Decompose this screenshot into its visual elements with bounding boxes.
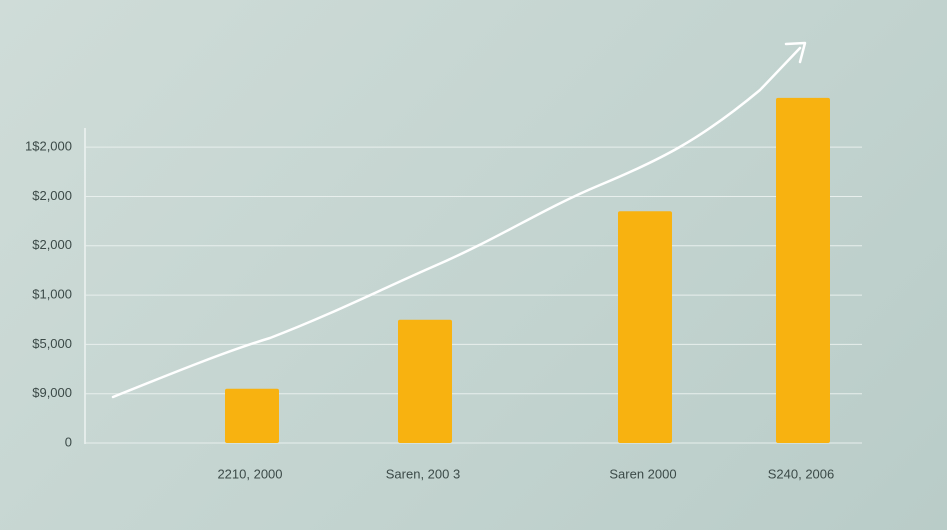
x-tick-label: Saren, 200 3 bbox=[386, 466, 460, 481]
plot: 0 $9,000 $5,000 $1,000 $2,000 $2,000 1$2,000 22… bbox=[25, 97, 862, 481]
x-tick-label: Saren 2000 bbox=[609, 466, 676, 481]
y-tick-label: $2,000 bbox=[32, 188, 72, 203]
arrow-head bbox=[784, 41, 807, 64]
y-tick-label: $1,000 bbox=[32, 287, 72, 302]
y-tick-label: $5,000 bbox=[32, 336, 72, 351]
trend-arrow bbox=[111, 46, 802, 399]
y-tick-label: $2,000 bbox=[32, 237, 72, 252]
bar bbox=[398, 319, 452, 443]
x-tick-label: S240, 2006 bbox=[768, 466, 835, 481]
bar bbox=[225, 388, 279, 443]
bar bbox=[618, 211, 672, 443]
bar bbox=[776, 97, 830, 443]
y-tick-label: 1$2,000 bbox=[25, 139, 72, 154]
x-tick-label: 2210, 2000 bbox=[217, 466, 282, 481]
y-tick-label: 0 bbox=[65, 434, 72, 449]
y-tick-label: $9,000 bbox=[32, 385, 72, 400]
